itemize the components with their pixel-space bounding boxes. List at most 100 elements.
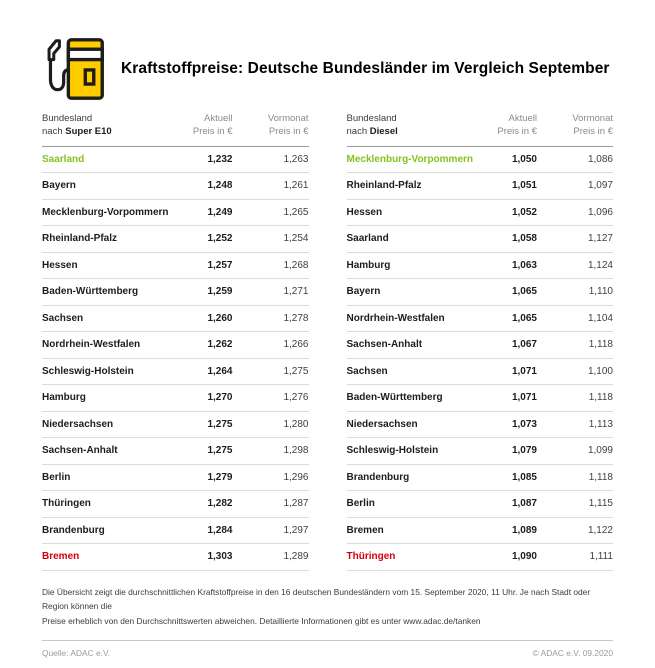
vormonat-price: 1,266 — [283, 339, 309, 351]
header-fuel-line: nach Diesel — [346, 126, 398, 138]
table-row: Hamburg 1,063 1,124 — [346, 253, 613, 280]
state-name: Rheinland-Pfalz — [42, 233, 118, 245]
state-name: Hamburg — [42, 392, 86, 404]
aktuell-price: 1,071 — [511, 392, 537, 404]
aktuell-price: 1,249 — [207, 206, 233, 218]
vormonat-price: 1,127 — [587, 233, 613, 245]
aktuell-price: 1,248 — [207, 180, 233, 192]
column-header-vormonat: Vormonat Preis in € — [267, 113, 309, 138]
vormonat-price: 1,104 — [587, 312, 613, 324]
state-name: Schleswig-Holstein — [346, 445, 439, 457]
aktuell-price: 1,050 — [511, 153, 537, 165]
table-row: Mecklenburg-Vorpommern 1,249 1,265 — [42, 200, 309, 227]
source-label: Quelle: ADAC e.V. — [42, 647, 111, 658]
state-name: Hessen — [346, 206, 383, 218]
aktuell-price: 1,073 — [511, 418, 537, 430]
table-row: Bremen 1,303 1,289 — [42, 544, 309, 571]
column-header-vormonat: Vormonat Preis in € — [572, 113, 613, 138]
table-row: Hessen 1,257 1,268 — [42, 253, 309, 280]
state-name: Sachsen-Anhalt — [346, 339, 423, 351]
column-header-aktuell: Aktuell Preis in € — [497, 113, 537, 138]
table-row: Rheinland-Pfalz 1,252 1,254 — [42, 226, 309, 253]
state-name: Schleswig-Holstein — [42, 365, 134, 377]
vormonat-price: 1,111 — [589, 551, 613, 563]
aktuell-price: 1,264 — [207, 365, 233, 377]
aktuell-price: 1,282 — [207, 498, 233, 510]
price-tables: Bundesland nach Super E10 Aktuell Preis … — [42, 112, 613, 571]
state-name: Niedersachsen — [346, 418, 418, 430]
vormonat-price: 1,099 — [587, 445, 613, 457]
aktuell-price: 1,063 — [511, 259, 537, 271]
vormonat-price: 1,118 — [588, 471, 613, 483]
aktuell-price: 1,065 — [511, 286, 537, 298]
state-name: Mecklenburg-Vorpommern — [346, 153, 474, 165]
aktuell-price: 1,089 — [511, 524, 537, 536]
state-name: Niedersachsen — [42, 418, 114, 430]
fuel-name: Diesel — [369, 126, 398, 138]
aktuell-price: 1,067 — [511, 339, 537, 351]
aktuell-price: 1,252 — [207, 233, 233, 245]
vormonat-price: 1,118 — [588, 339, 613, 351]
aktuell-price: 1,051 — [511, 180, 537, 192]
vormonat-price: 1,280 — [283, 418, 309, 430]
table-header: Bundesland nach Diesel Aktuell Preis in … — [346, 112, 613, 147]
aktuell-price: 1,275 — [207, 445, 233, 457]
vormonat-price: 1,118 — [588, 392, 613, 404]
state-name: Baden-Württemberg — [346, 392, 443, 404]
vormonat-price: 1,113 — [588, 418, 613, 430]
table-row: Sachsen-Anhalt 1,067 1,118 — [346, 332, 613, 359]
table-row: Mecklenburg-Vorpommern 1,050 1,086 — [346, 147, 613, 174]
vormonat-price: 1,263 — [283, 153, 309, 165]
masthead: Kraftstoffpreise: Deutsche Bundesländer … — [42, 35, 613, 103]
table-row: Bayern 1,248 1,261 — [42, 173, 309, 200]
state-name: Berlin — [346, 498, 375, 510]
table-row: Schleswig-Holstein 1,264 1,275 — [42, 359, 309, 386]
aktuell-price: 1,303 — [207, 551, 233, 563]
table-header: Bundesland nach Super E10 Aktuell Preis … — [42, 112, 309, 147]
table-diesel: Bundesland nach Diesel Aktuell Preis in … — [346, 112, 613, 571]
aktuell-price: 1,090 — [511, 551, 537, 563]
fuel-pump-icon — [47, 38, 104, 100]
vormonat-price: 1,276 — [283, 392, 309, 404]
vormonat-price: 1,287 — [283, 498, 309, 510]
page-title: Kraftstoffpreise: Deutsche Bundesländer … — [121, 60, 610, 77]
table-row: Berlin 1,087 1,115 — [346, 491, 613, 518]
vormonat-price: 1,289 — [283, 551, 309, 563]
table-row: Hessen 1,052 1,096 — [346, 200, 613, 227]
table-row: Berlin 1,279 1,296 — [42, 465, 309, 492]
table-row: Saarland 1,058 1,127 — [346, 226, 613, 253]
vormonat-price: 1,271 — [283, 286, 309, 298]
header-bundesland-label: Bundesland — [42, 113, 93, 124]
vormonat-price: 1,265 — [283, 206, 309, 218]
vormonat-price: 1,097 — [587, 180, 613, 192]
table-row: Thüringen 1,282 1,287 — [42, 491, 309, 518]
state-name: Sachsen — [42, 312, 84, 324]
vormonat-price: 1,086 — [587, 153, 613, 165]
vormonat-price: 1,268 — [283, 259, 309, 271]
state-name: Baden-Württemberg — [42, 286, 139, 298]
state-name: Thüringen — [346, 551, 396, 563]
aktuell-price: 1,087 — [511, 498, 537, 510]
table-super-e10: Bundesland nach Super E10 Aktuell Preis … — [42, 112, 309, 571]
state-name: Saarland — [346, 233, 389, 245]
state-name: Thüringen — [42, 498, 91, 510]
table-row: Nordrhein-Westfalen 1,262 1,266 — [42, 332, 309, 359]
aktuell-price: 1,071 — [511, 365, 537, 377]
aktuell-price: 1,279 — [207, 471, 233, 483]
state-name: Bremen — [42, 551, 80, 563]
vormonat-price: 1,100 — [587, 365, 613, 377]
footnote-line-1: Die Übersicht zeigt die durchschnittlich… — [42, 586, 591, 612]
aktuell-price: 1,232 — [207, 153, 233, 165]
state-name: Rheinland-Pfalz — [346, 180, 422, 192]
table-row: Nordrhein-Westfalen 1,065 1,104 — [346, 306, 613, 333]
table-row: Thüringen 1,090 1,111 — [346, 544, 613, 571]
table-row: Baden-Württemberg 1,071 1,118 — [346, 385, 613, 412]
table-row: Rheinland-Pfalz 1,051 1,097 — [346, 173, 613, 200]
vormonat-price: 1,297 — [283, 524, 309, 536]
vormonat-price: 1,122 — [587, 524, 613, 536]
state-name: Bremen — [346, 524, 384, 536]
aktuell-price: 1,257 — [207, 259, 233, 271]
state-name: Berlin — [42, 471, 71, 483]
aktuell-price: 1,270 — [207, 392, 233, 404]
